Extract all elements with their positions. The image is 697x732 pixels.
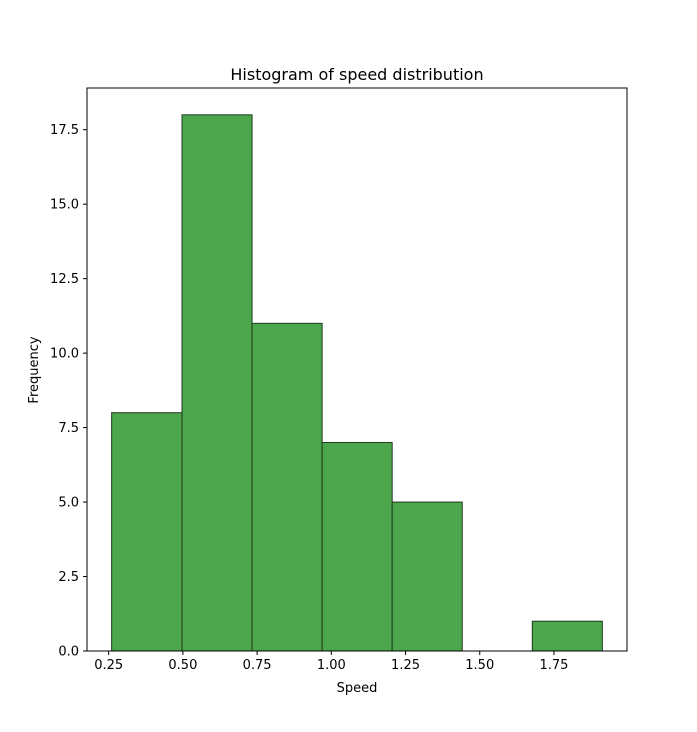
y-tick-label: 15.0	[50, 198, 79, 213]
histogram-bar-0	[111, 412, 183, 652]
x-tick-label: 1.50	[465, 658, 494, 673]
y-tick-label: 0.0	[58, 645, 79, 660]
x-tick-label: 0.25	[94, 658, 123, 673]
y-tick-label: 10.0	[50, 347, 79, 362]
bars-group	[111, 114, 603, 652]
histogram-bar-3	[321, 441, 393, 652]
x-tick-label: 1.25	[391, 658, 420, 673]
x-tick-label: 1.75	[539, 658, 568, 673]
histogram-bar-2	[251, 322, 323, 652]
x-axis-label: Speed	[337, 681, 378, 696]
x-tick-label: 1.00	[317, 658, 346, 673]
y-axis-label: Frequency	[27, 336, 42, 403]
y-tick-label: 5.0	[58, 496, 79, 511]
x-axis: 0.25 0.50 0.75 1.00 1.25 1.50 1.75	[94, 651, 568, 673]
y-axis: 0.0 2.5 5.0 7.5 10.0 12.5 15.0 17.5	[50, 123, 87, 660]
chart-title: Histogram of speed distribution	[230, 65, 483, 84]
histogram-bar-6	[531, 620, 603, 652]
plot-frame	[86, 87, 628, 652]
histogram-bar-1	[181, 114, 253, 652]
y-tick-label: 12.5	[50, 272, 79, 287]
y-tick-label: 7.5	[58, 421, 79, 436]
y-tick-label: 17.5	[50, 123, 79, 138]
x-tick-label: 0.75	[243, 658, 272, 673]
y-tick-label: 2.5	[58, 570, 79, 585]
histogram-bar-4	[391, 501, 463, 652]
x-tick-label: 0.50	[168, 658, 197, 673]
